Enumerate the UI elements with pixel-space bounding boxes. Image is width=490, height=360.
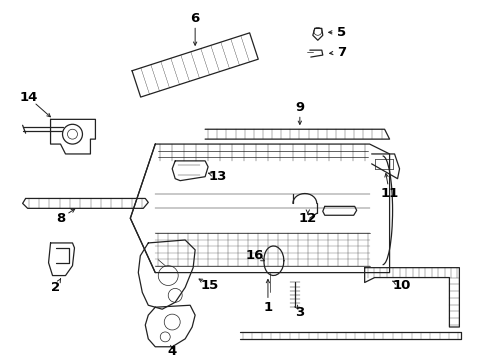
Polygon shape	[138, 240, 195, 309]
Text: 5: 5	[337, 26, 346, 39]
Text: 14: 14	[20, 91, 38, 104]
Text: 3: 3	[295, 306, 304, 319]
Circle shape	[63, 124, 82, 144]
Polygon shape	[132, 33, 258, 97]
Polygon shape	[23, 198, 148, 208]
Text: 9: 9	[295, 101, 304, 114]
Polygon shape	[145, 305, 195, 347]
Text: 2: 2	[51, 281, 60, 294]
Polygon shape	[313, 28, 323, 40]
Polygon shape	[240, 332, 462, 339]
Polygon shape	[205, 129, 390, 139]
Polygon shape	[55, 248, 69, 263]
Polygon shape	[130, 144, 390, 273]
Text: 12: 12	[299, 212, 317, 225]
Text: 1: 1	[263, 301, 272, 314]
Text: 11: 11	[380, 187, 399, 200]
Polygon shape	[323, 206, 357, 215]
Text: 10: 10	[392, 279, 411, 292]
Polygon shape	[49, 243, 74, 275]
Text: 4: 4	[168, 345, 177, 358]
Polygon shape	[50, 120, 96, 154]
Polygon shape	[172, 161, 208, 181]
Text: 16: 16	[246, 249, 264, 262]
Text: 7: 7	[337, 46, 346, 59]
Text: 15: 15	[201, 279, 219, 292]
Polygon shape	[371, 154, 399, 179]
Text: 13: 13	[209, 170, 227, 183]
Polygon shape	[310, 50, 323, 57]
Text: 6: 6	[191, 12, 200, 25]
Polygon shape	[365, 268, 460, 327]
Polygon shape	[264, 246, 284, 275]
Text: 8: 8	[56, 212, 65, 225]
